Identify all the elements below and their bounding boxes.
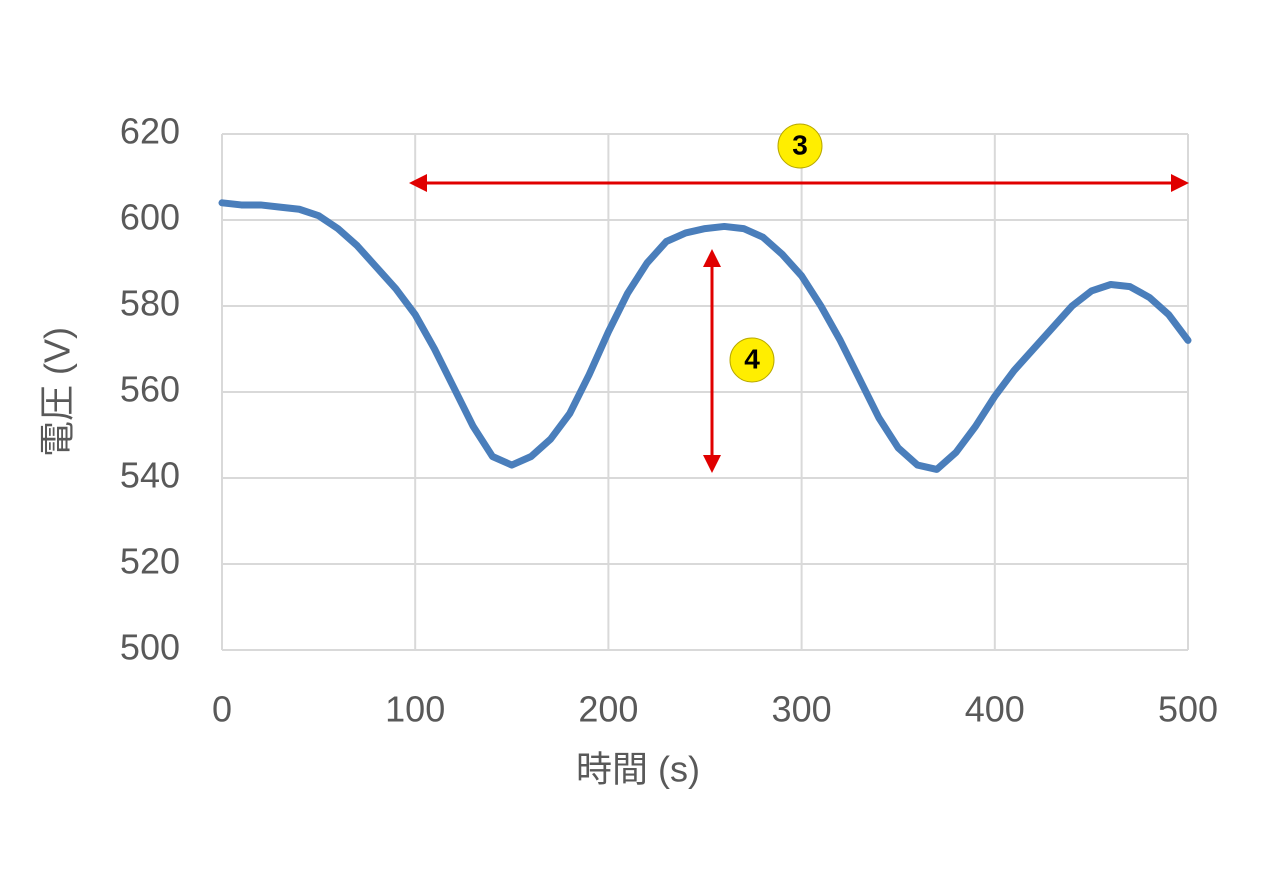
y-tick-label: 520 bbox=[120, 541, 180, 582]
y-tick-label: 500 bbox=[120, 627, 180, 668]
badge-text: 3 bbox=[792, 129, 808, 160]
annotation-arrows bbox=[409, 174, 1189, 473]
y-tick-label: 620 bbox=[120, 111, 180, 152]
y-tick-label: 560 bbox=[120, 369, 180, 410]
badge: 4 bbox=[729, 337, 775, 383]
x-tick-label: 500 bbox=[1158, 689, 1218, 730]
x-tick-label: 200 bbox=[578, 689, 638, 730]
badge-circle bbox=[729, 337, 775, 383]
x-tick-label: 300 bbox=[772, 689, 832, 730]
x-tick-label: 400 bbox=[965, 689, 1025, 730]
badge: 3 bbox=[777, 123, 823, 169]
plot bbox=[218, 199, 1192, 473]
badge-circle bbox=[777, 123, 823, 169]
badge-text: 4 bbox=[744, 343, 760, 374]
x-tick-label: 100 bbox=[385, 689, 445, 730]
y-tick-label: 600 bbox=[120, 197, 180, 238]
grid bbox=[221, 133, 1189, 651]
y-axis-label: 電圧 (V) bbox=[37, 327, 78, 457]
y-tick-label: 580 bbox=[120, 283, 180, 324]
y-tick-label: 540 bbox=[120, 455, 180, 496]
data-line bbox=[218, 199, 1192, 473]
x-axis-label: 時間 (s) bbox=[576, 749, 700, 790]
x-tick-label: 0 bbox=[212, 689, 232, 730]
